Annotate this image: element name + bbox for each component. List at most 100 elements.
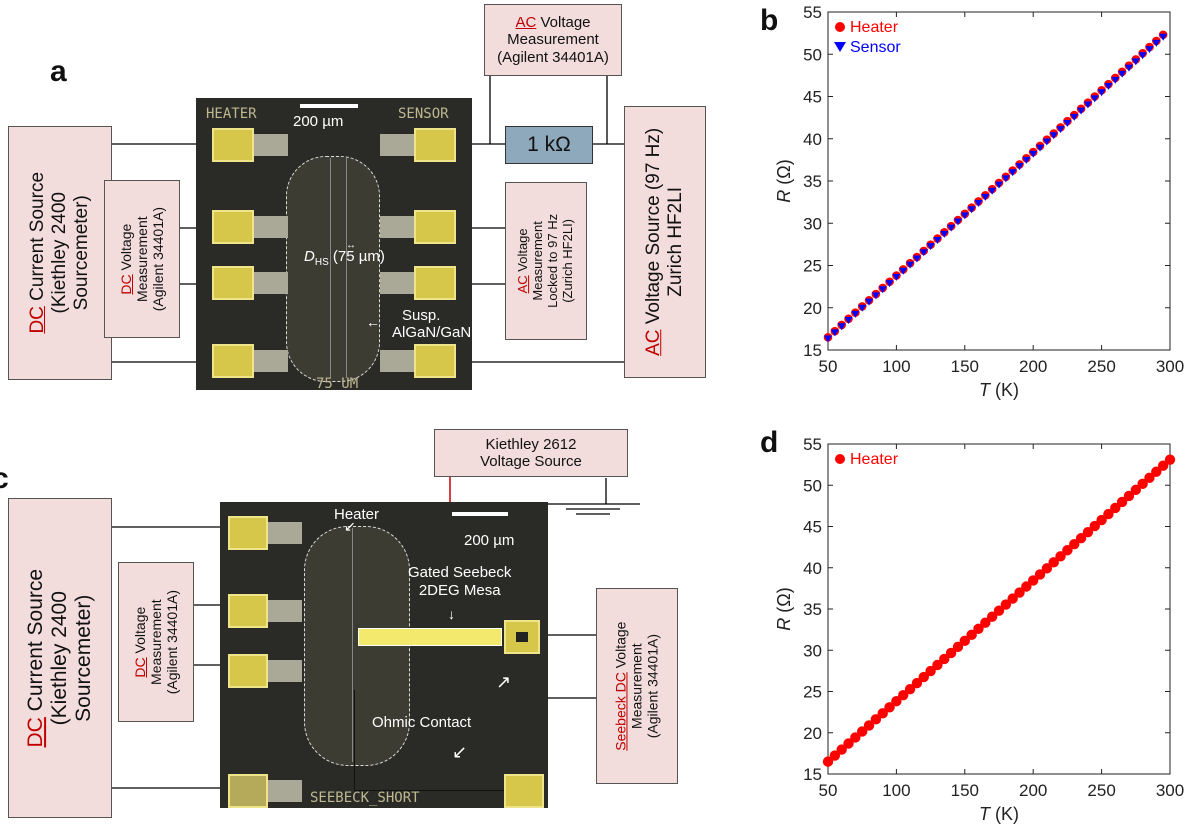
data-point [1090,95,1099,103]
y-tick-label: 40 [803,130,822,149]
data-point [993,605,1005,616]
pad [228,654,268,688]
y-tick-label: 20 [803,724,822,743]
data-point [953,218,962,226]
data-point [878,286,887,294]
chart-b: 50 100 150 200 250 300 15 20 25 30 35 40 45 50 55 T (K)… [774,3,1184,400]
x-tick-label: 50 [819,781,838,800]
data-point [891,696,902,707]
y-tick-label: 30 [803,641,822,660]
data-point [1103,508,1114,520]
data-point [885,280,894,288]
dc-current-source-box-a: DC Current Source (Kiethley 2400 Sourcemet… [8,126,112,380]
y-axis-label: R (Ω) [774,159,794,202]
data-point [939,653,950,665]
dc-current-source-box-c: DC Current Source (Kiethley 2400 Sourcemet… [8,498,112,818]
data-point [960,212,969,220]
kiethley-2612-box: Kiethley 2612 Voltage Source [434,429,628,477]
data-point [904,683,916,695]
data-point [1116,496,1128,508]
data-point [863,720,875,731]
data-point [870,714,882,725]
data-point [877,708,888,719]
data-point [1124,64,1133,72]
device-photo-c: 200 µm Heater ↙ Gated Seebeck 2DEG Mesa ↓… [220,502,548,808]
data-point [918,671,929,683]
data-point [851,310,860,318]
series-sensor [824,33,1168,343]
x-tick-label: 250 [1087,357,1115,376]
pad-strip [268,600,302,622]
y-tick-label: 20 [803,299,822,318]
pad-strip [268,522,302,544]
legend-label: Heater [850,19,899,36]
data-point [1070,113,1079,121]
data-point [995,181,1003,189]
data-point [933,236,942,244]
ohmic-wire [354,690,355,790]
resistor-1k: 1 kΩ [505,126,593,164]
data-point [829,750,841,761]
y-tick-label: 50 [803,45,822,64]
data-point [1056,126,1065,134]
data-point [1111,76,1120,84]
data-point [1123,490,1135,502]
gap-arrow-icon: ↔ [346,240,356,251]
data-point [906,261,915,269]
y-tick-label: 15 [803,341,822,360]
data-point [1015,163,1024,171]
data-point [1069,539,1080,550]
data-point [1048,557,1059,568]
pad [504,774,544,808]
data-point [966,629,977,641]
device-id-label-c: SEEBECK_SHORT [310,790,420,806]
data-point [830,329,839,337]
x-tick-label: 300 [1156,781,1184,800]
pad [212,266,254,300]
y-tick-label: 15 [803,765,822,784]
seebeck-voltage-measurement-box: Seebeck DC Voltage Measurement (Agilent 34… [596,588,678,784]
data-point [858,304,867,312]
data-point [1083,101,1092,109]
y-tick-label: 25 [803,257,822,276]
data-point [988,187,997,195]
x-tick-label: 300 [1156,357,1184,376]
device-id-label: 75 UM [316,376,359,392]
x-tick-label: 150 [951,357,979,376]
data-point [1075,532,1087,544]
data-point [1110,502,1121,514]
data-point [1157,460,1169,471]
scale-bar-label-c: 200 µm [464,532,515,549]
ac-voltage-source-box: AC Voltage Source (97 Hz) Zurich HF2LI [624,106,706,378]
x-tick-label: 150 [951,781,979,800]
series-heater [822,454,1176,767]
data-point [892,273,901,281]
y-axis-label: R (Ω) [774,587,794,630]
data-point [1152,39,1161,47]
pad-strip [268,780,302,802]
y-tick-label: 50 [803,476,822,495]
legend-marker [835,22,845,32]
ohmic-label: Ohmic Contact [372,714,472,731]
y-tick-label: 55 [803,435,822,454]
data-point [837,323,846,331]
data-point [959,635,970,647]
x-tick-label: 50 [819,357,838,376]
data-point [947,224,956,232]
y-tick-label: 45 [803,88,822,107]
x-tick-label: 100 [882,357,910,376]
data-point [952,641,964,653]
sensor-line [346,158,347,378]
data-point [1028,575,1039,586]
data-point [1034,569,1046,580]
pad [414,128,456,162]
data-point [919,249,928,257]
pad [212,128,254,162]
susp-arrow-icon: ← [366,314,380,330]
pad [228,774,268,808]
pad-strip [380,216,414,238]
data-point [884,702,895,713]
pad-strip [380,134,414,156]
ac-voltage-measurement-box: AC Voltage Measurement (Agilent 34401A) [484,4,622,76]
data-point [1097,89,1106,97]
